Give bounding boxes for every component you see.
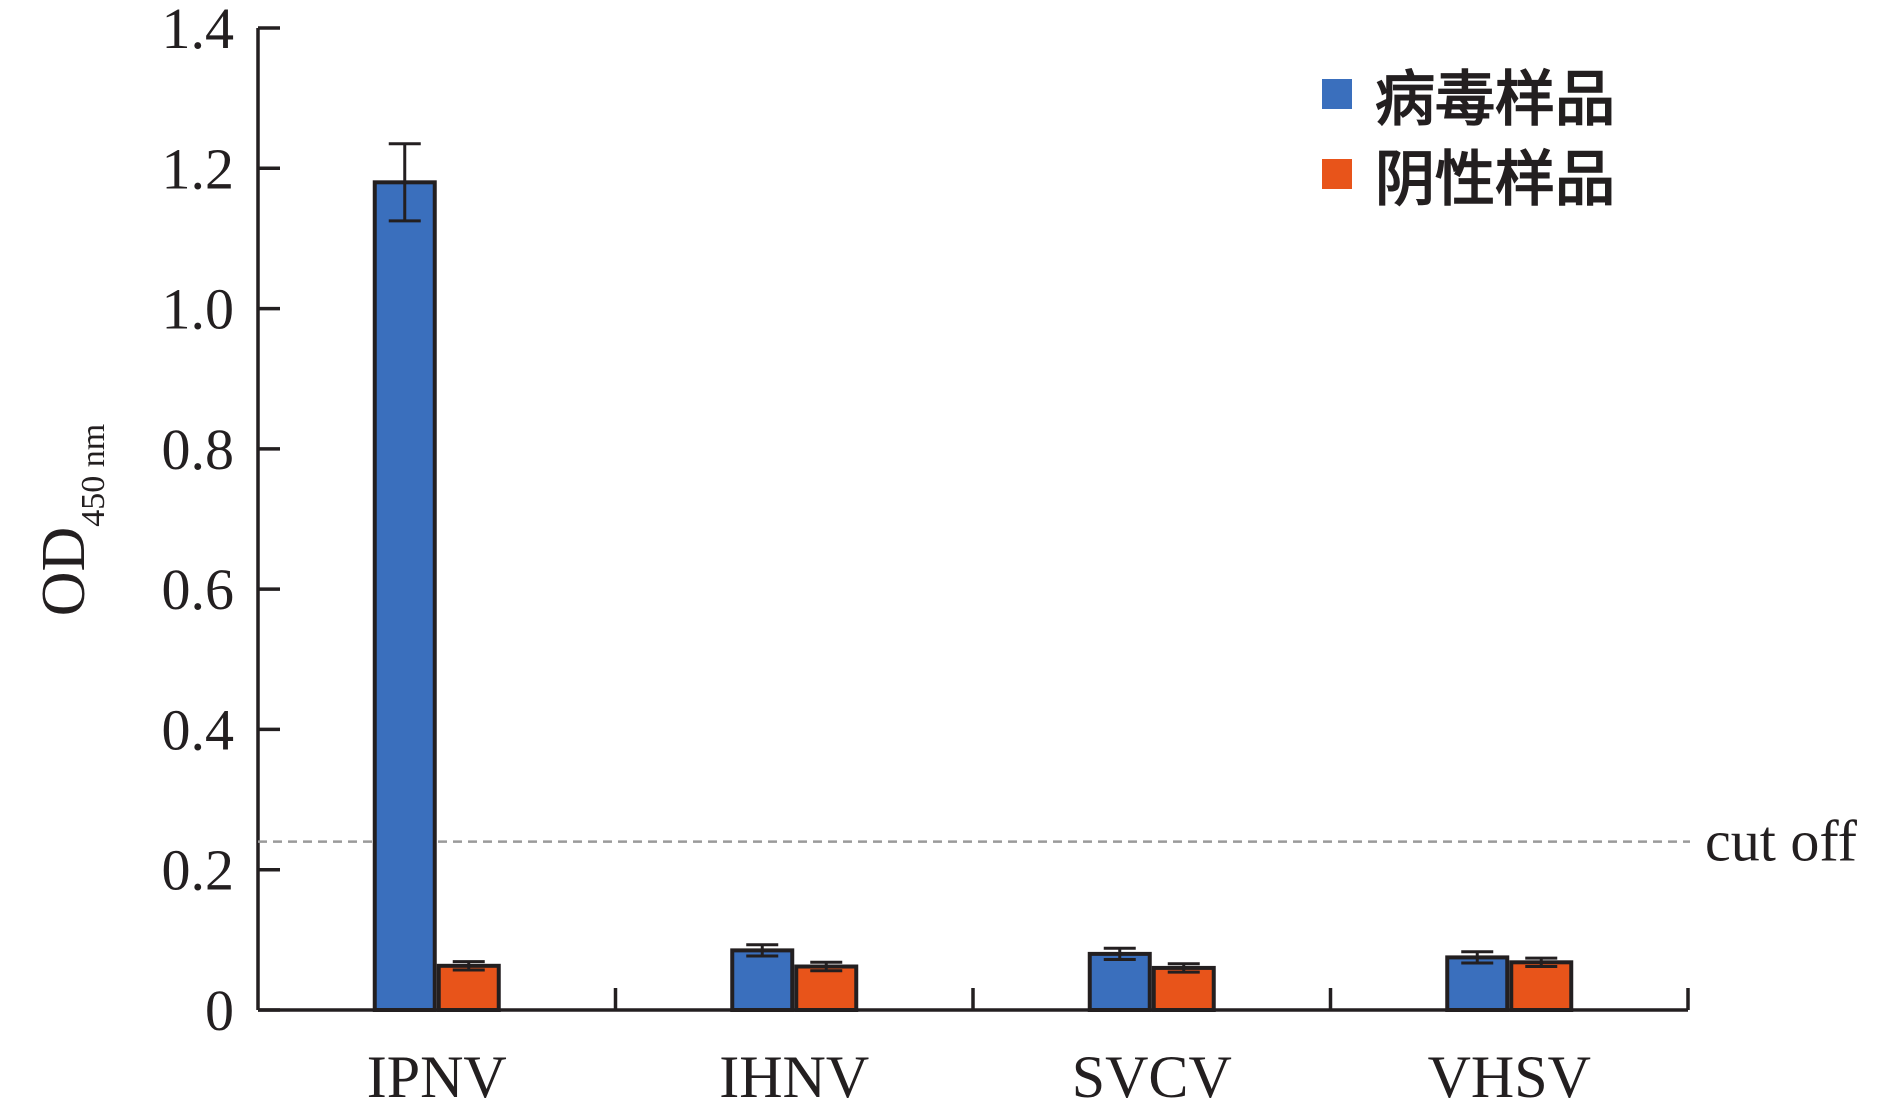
bar	[1509, 960, 1574, 1012]
y-tick-label: 0.2	[162, 838, 235, 903]
y-tick-label: 1.0	[162, 277, 235, 342]
y-axis-title-subscript: 450 nm	[75, 424, 112, 527]
bars	[372, 142, 1574, 1013]
legend-label: 阴性样品	[1375, 145, 1615, 215]
x-category-label: VHSV	[1428, 1044, 1591, 1110]
bar	[436, 963, 501, 1012]
legend-swatch	[1322, 159, 1352, 189]
y-tick-label: 0	[205, 978, 234, 1043]
legend-swatch	[1322, 79, 1352, 109]
y-tick-label: 1.4	[162, 0, 235, 61]
y-tick-label: 1.2	[162, 136, 235, 201]
x-category-label: IPNV	[367, 1044, 507, 1110]
cutoff-label: cut off	[1705, 809, 1858, 874]
bar	[1151, 965, 1216, 1013]
axis-labels: 0 0.2 0.4 0.6 0.8 1.0 1.2 1.4 cut off IPNV IHNV SVC…	[30, 0, 1858, 1110]
y-tick-label: 0.8	[162, 417, 235, 482]
y-tick-label: 0.6	[162, 557, 235, 622]
y-axis-title: OD450 nm	[30, 424, 112, 617]
legend-label: 病毒样品	[1375, 65, 1615, 135]
bar	[794, 964, 859, 1012]
x-category-label: IHNV	[719, 1044, 869, 1110]
x-category-label: SVCV	[1072, 1044, 1232, 1110]
bar	[730, 948, 795, 1013]
y-axis-title-main: OD	[30, 527, 98, 617]
bar	[372, 180, 437, 1013]
bar	[1087, 951, 1152, 1013]
bar	[1445, 955, 1510, 1013]
y-tick-label: 0.4	[162, 697, 235, 762]
